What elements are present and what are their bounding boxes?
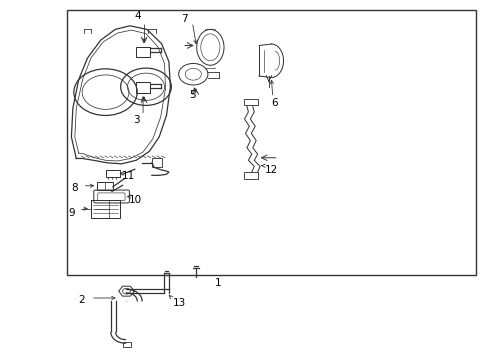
Bar — [152, 158, 161, 167]
Text: 12: 12 — [264, 165, 278, 175]
Bar — [136, 82, 150, 93]
Text: 2: 2 — [78, 295, 85, 305]
Bar — [136, 46, 150, 57]
Text: 6: 6 — [271, 98, 277, 108]
Text: 5: 5 — [188, 90, 195, 100]
Bar — [66, 10, 475, 275]
Text: 11: 11 — [122, 171, 135, 181]
Text: 1: 1 — [215, 278, 222, 288]
Text: 4: 4 — [134, 11, 141, 21]
Bar — [123, 342, 131, 347]
Bar — [97, 182, 113, 190]
Text: 10: 10 — [129, 195, 142, 206]
Bar — [244, 99, 258, 105]
Text: 13: 13 — [172, 298, 185, 308]
Text: 7: 7 — [181, 14, 187, 24]
Text: 9: 9 — [68, 208, 75, 218]
Text: 3: 3 — [133, 115, 140, 125]
Bar — [105, 170, 120, 177]
Text: 8: 8 — [71, 183, 78, 193]
Bar — [91, 201, 120, 218]
Bar — [244, 172, 258, 179]
